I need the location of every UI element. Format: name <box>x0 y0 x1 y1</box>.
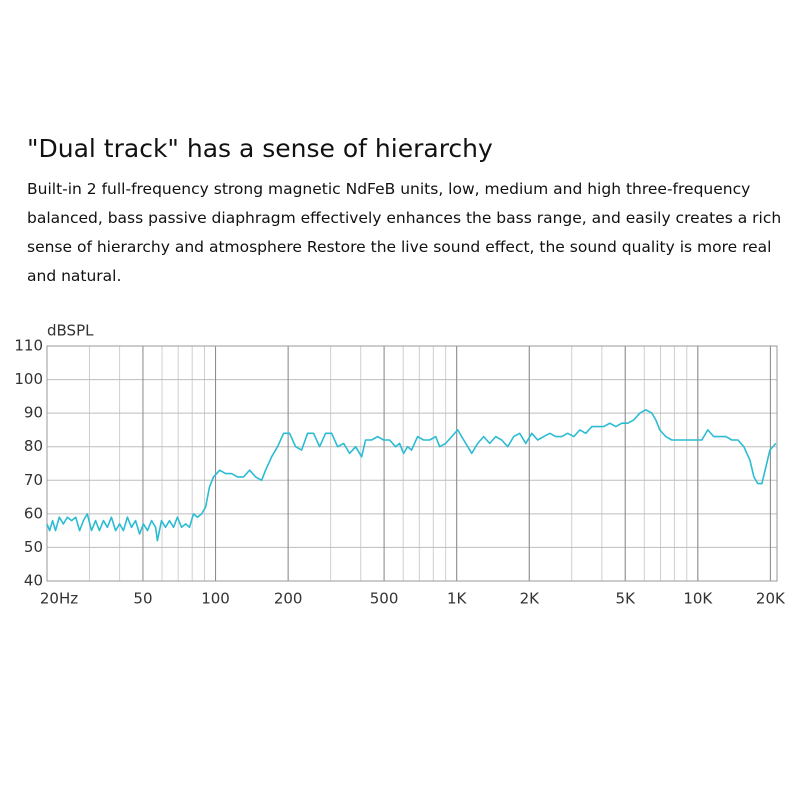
y-tick-label: 90 <box>24 404 43 422</box>
x-tick-label: 500 <box>370 590 399 608</box>
paragraph-line: Built-in 2 full-frequency strong magneti… <box>27 180 751 198</box>
y-tick-label: 50 <box>24 538 43 556</box>
y-tick-label: 100 <box>14 370 43 388</box>
x-tick-label: 2K <box>520 590 541 608</box>
x-tick-label: 1K <box>447 590 468 608</box>
y-tick-label: 60 <box>24 504 43 522</box>
x-tick-label: 20Hz <box>40 590 78 608</box>
paragraph-line: and natural. <box>27 267 122 285</box>
plot-frame <box>46 345 778 582</box>
y-tick-label: 70 <box>24 471 43 489</box>
x-tick-label: 5K <box>616 590 637 608</box>
response-line <box>46 409 777 542</box>
x-tick-label: 50 <box>133 590 152 608</box>
y-axis-label: dBSPL <box>47 322 94 340</box>
y-tick-label: 80 <box>24 437 43 455</box>
x-tick-label: 200 <box>274 590 303 608</box>
paragraph-line: balanced, bass passive diaphragm effecti… <box>27 209 782 227</box>
heading: "Dual track" has a sense of hierarchy <box>27 134 493 163</box>
paragraph-line: sense of hierarchy and atmosphere Restor… <box>27 238 772 256</box>
y-tick-label: 110 <box>14 337 43 355</box>
y-tick-label: 40 <box>24 572 43 590</box>
x-tick-label: 20K <box>756 590 786 608</box>
x-tick-label: 100 <box>201 590 230 608</box>
x-tick-label: 10K <box>683 590 713 608</box>
